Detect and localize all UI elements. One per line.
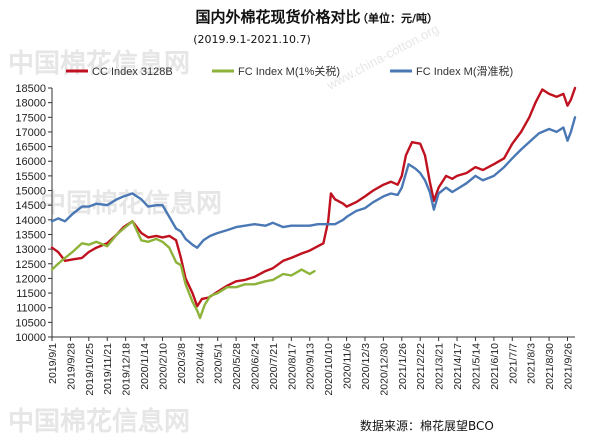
y-tick-label: 16000: [15, 156, 46, 168]
legend-item-cc-index: CC Index 3128B: [66, 66, 173, 78]
axes: [51, 88, 575, 338]
legend-item-fc-index-1pct: FC Index M(1%关税): [212, 64, 340, 78]
x-tick-label: 2021/9/26: [562, 343, 574, 390]
y-tick-label: 18500: [15, 83, 46, 95]
x-tick-label: 2019/12/18: [121, 343, 133, 396]
x-tick-label: 2020/5/28: [231, 343, 243, 390]
x-tick-label: 2019/11/21: [102, 343, 114, 395]
x-tick-label: 2020/10/10: [323, 343, 335, 396]
legend-label: FC Index M(1%关税): [238, 64, 340, 78]
y-tick-label: 15500: [15, 171, 46, 183]
x-tick-label: 2021/2/22: [415, 343, 427, 390]
legend-label: CC Index 3128B: [92, 66, 173, 78]
x-tick-label: 2020/2/10: [157, 343, 169, 390]
unit-label: （单位：元/吨）: [357, 11, 438, 25]
x-tick-label: 2020/5/1: [213, 343, 225, 384]
x-tick-label: 2020/11/6: [342, 343, 354, 389]
x-tick-label: 2021/5/14: [470, 343, 482, 390]
x-tick-label: 2020/4/4: [194, 343, 206, 384]
x-tick-label: 2020/7/21: [268, 343, 280, 390]
x-tick-label: 2020/6/24: [250, 343, 262, 390]
y-tick-label: 18000: [15, 98, 46, 110]
y-tick-label: 11000: [16, 303, 46, 315]
chart-subtitle: (2019.9.1-2021.10.7): [193, 33, 311, 46]
y-tick-label: 15000: [15, 186, 46, 198]
x-tick-label: 2021/4/17: [452, 343, 464, 390]
series-line: [50, 86, 577, 308]
y-tick-label: 14000: [15, 215, 46, 227]
x-tick-label: 2019/9/1: [47, 343, 59, 384]
watermark-text: 中国棉花信息网: [8, 406, 190, 437]
y-tick-label: 10000: [15, 332, 46, 344]
y-tick-label: 12500: [15, 259, 46, 271]
x-tick-label: 2020/1/14: [139, 343, 151, 390]
y-tick-label: 13000: [15, 244, 46, 256]
x-tick-label: 2021/3/21: [434, 343, 446, 390]
legend: CC Index 3128B FC Index M(1%关税) FC Index…: [66, 64, 513, 78]
x-tick-label: 2021/7/7: [507, 343, 519, 384]
series-layer: [50, 86, 577, 320]
series-line: [50, 116, 577, 249]
series-line: [50, 220, 316, 320]
legend-label: FC Index M(滑准税): [416, 64, 513, 78]
y-tick-label: 10500: [15, 317, 46, 329]
x-tick-label: 2021/1/26: [397, 343, 409, 390]
y-tick-label: 17000: [15, 127, 46, 139]
y-tick-label: 16500: [15, 142, 46, 154]
y-tick-label: 13500: [15, 229, 46, 241]
x-axis-ticks: 2019/9/1 2019/9/28 2019/10/25 2019/11/21 201…: [47, 337, 574, 396]
x-tick-label: 2020/12/3: [360, 343, 372, 390]
watermark-text: 中国棉花信息网: [40, 188, 222, 219]
data-source: 数据来源：棉花展望BCO: [360, 418, 494, 433]
y-axis-ticks: 10000 10500 11000 11500 12000 12500 13000 13500…: [15, 83, 52, 344]
x-tick-label: 2021/8/30: [544, 343, 556, 390]
y-tick-label: 17500: [15, 112, 46, 124]
y-tick-label: 11500: [16, 288, 46, 300]
x-tick-label: 2019/9/28: [65, 343, 77, 390]
y-tick-label: 14500: [15, 200, 46, 212]
watermark-url: www.china-cotton.org: [323, 21, 441, 93]
x-tick-label: 2020/8/17: [286, 343, 298, 390]
chart-title: 国内外棉花现货价格对比: [195, 8, 360, 26]
y-tick-label: 12000: [15, 273, 46, 285]
watermark-text: 中国棉花信息网: [8, 48, 190, 79]
x-tick-label: 2020/12/30: [378, 343, 390, 396]
x-tick-label: 2021/8/3: [526, 343, 538, 384]
x-tick-label: 2019/10/25: [84, 343, 96, 396]
legend-item-fc-index-sliding: FC Index M(滑准税): [390, 64, 513, 78]
x-tick-label: 2020/3/8: [176, 343, 188, 384]
x-tick-label: 2020/9/13: [305, 343, 317, 390]
x-tick-label: 2021/6/10: [489, 343, 501, 390]
